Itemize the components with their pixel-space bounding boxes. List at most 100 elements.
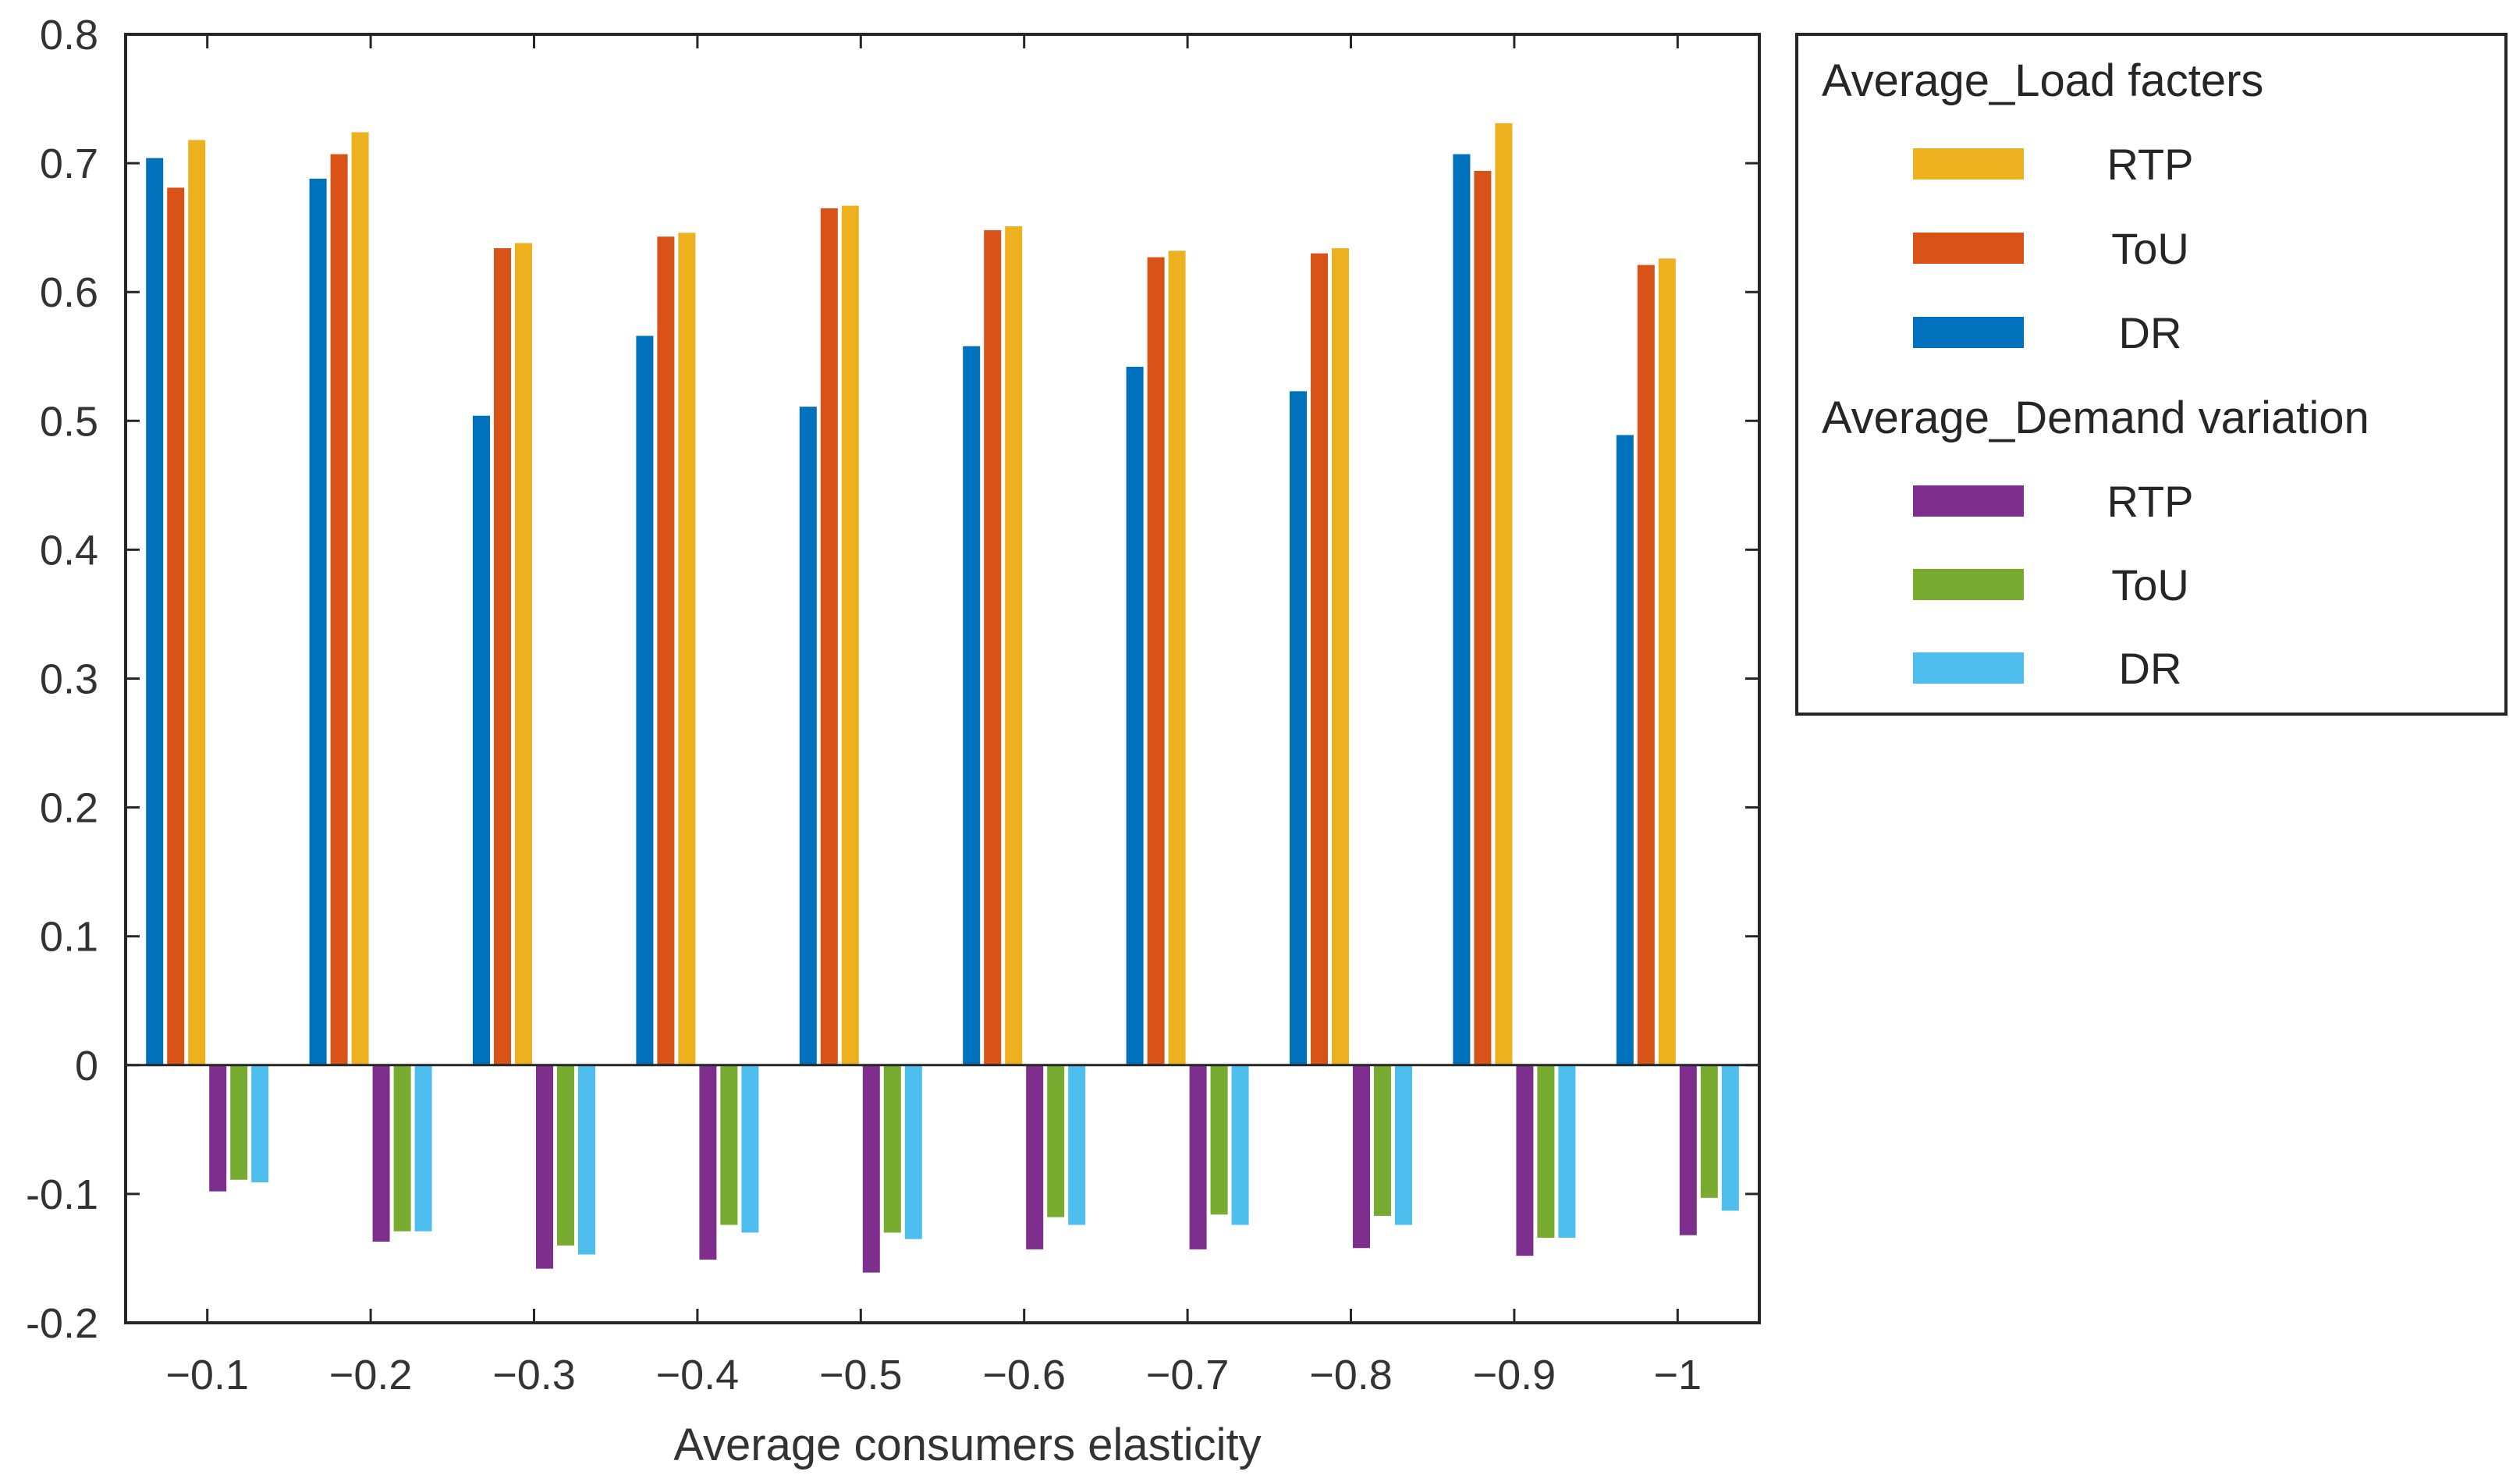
bar-demand-variation-dr-10 (1721, 1064, 1739, 1211)
bar-load-factor-tou-9 (1474, 171, 1492, 1065)
bar-demand-variation-tou-10 (1700, 1064, 1718, 1198)
bar-demand-variation-tou-6 (1047, 1064, 1065, 1217)
y-tick-label: 0.3 (40, 656, 98, 703)
bar-load-factor-dr-4 (636, 336, 654, 1065)
legend-label: RTP (2107, 477, 2194, 526)
y-tick-label: 0.2 (40, 785, 98, 832)
bar-load-factor-dr-10 (1616, 435, 1634, 1065)
bar-load-factor-tou-6 (984, 229, 1002, 1065)
bar-demand-variation-dr-6 (1068, 1064, 1086, 1225)
bar-demand-variation-dr-4 (741, 1064, 759, 1233)
y-tick-label: 0 (75, 1043, 98, 1089)
bar-demand-variation-tou-9 (1537, 1064, 1555, 1239)
y-tick-label: 0.7 (40, 140, 98, 187)
y-tick-label: 0.1 (40, 914, 98, 961)
bar-demand-variation-rtp-7 (1189, 1064, 1207, 1249)
legend-group-title: Average_Demand variation (1822, 393, 2369, 443)
bar-demand-variation-rtp-9 (1516, 1064, 1534, 1256)
bar-load-factor-rtp-8 (1332, 248, 1349, 1065)
bar-demand-variation-rtp-8 (1353, 1064, 1370, 1249)
legend-group-title: Average_Load facters (1822, 55, 2263, 106)
bar-demand-variation-rtp-5 (862, 1064, 880, 1273)
bar-demand-variation-tou-4 (720, 1064, 738, 1225)
bar-load-factor-rtp-9 (1495, 123, 1513, 1065)
bar-load-factor-tou-10 (1637, 265, 1655, 1065)
bar-load-factor-rtp-1 (188, 140, 206, 1065)
legend-swatch (1913, 317, 2024, 348)
bar-demand-variation-rtp-4 (699, 1064, 717, 1260)
legend: Average_Load facters RTP ToU DR Average_Dema… (1795, 33, 2508, 716)
bar-load-factor-dr-1 (146, 158, 164, 1065)
bar-load-factor-rtp-5 (841, 205, 859, 1065)
bar-load-factor-rtp-6 (1005, 226, 1023, 1065)
legend-swatch (1913, 148, 2024, 179)
bar-demand-variation-rtp-3 (536, 1064, 553, 1269)
bar-demand-variation-tou-7 (1210, 1064, 1228, 1215)
bar-load-factor-tou-4 (657, 236, 675, 1065)
y-tick-label: 0.5 (40, 398, 98, 445)
bar-demand-variation-dr-8 (1395, 1064, 1412, 1225)
legend-swatch (1913, 652, 2024, 684)
legend-label: DR (2119, 644, 2182, 693)
bar-demand-variation-dr-5 (904, 1064, 922, 1239)
bar-demand-variation-dr-7 (1231, 1064, 1249, 1225)
legend-label: ToU (2111, 224, 2189, 273)
legend-label: RTP (2107, 140, 2194, 189)
bar-load-factor-tou-5 (820, 208, 838, 1065)
legend-box (1795, 33, 2508, 716)
bar-load-factor-tou-3 (494, 248, 511, 1065)
y-axis: 0.8 0.7 0.6 0.5 0.4 0.3 0.2 0.1 0 -0.1 -0.2 (26, 12, 1759, 1347)
bar-load-factor-dr-2 (309, 178, 327, 1065)
x-tick-label: −0.3 (492, 1352, 576, 1398)
x-tick-label: −0.1 (165, 1352, 249, 1398)
y-tick-label: -0.1 (26, 1171, 98, 1218)
x-tick-label: −0.6 (982, 1352, 1066, 1398)
bar-load-factor-tou-2 (330, 154, 348, 1065)
bar-demand-variation-dr-1 (251, 1064, 269, 1183)
x-tick-label: −0.7 (1146, 1352, 1230, 1398)
bar-load-factor-tou-1 (167, 187, 185, 1065)
legend-swatch (1913, 569, 2024, 600)
x-tick-label: −0.2 (329, 1352, 413, 1398)
bar-load-factor-dr-3 (473, 415, 490, 1065)
bar-load-factor-dr-7 (1126, 366, 1144, 1065)
bar-load-factor-tou-7 (1147, 257, 1165, 1065)
x-tick-label: −0.4 (656, 1352, 740, 1398)
y-tick-label: -0.2 (26, 1300, 98, 1347)
bar-load-factor-dr-8 (1290, 391, 1307, 1065)
y-tick-label: 0.8 (40, 12, 98, 59)
y-tick-label: 0.6 (40, 269, 98, 316)
x-tick-label: −0.8 (1309, 1352, 1393, 1398)
legend-label: DR (2119, 308, 2182, 357)
x-axis: −0.1 −0.2 −0.3 −0.4 −0.5 −0.6 −0.7 −0.8 −0.9 −1 (165, 34, 1702, 1398)
bar-load-factor-rtp-3 (515, 243, 532, 1065)
bar-demand-variation-tou-3 (557, 1064, 574, 1246)
legend-label: ToU (2111, 560, 2189, 610)
bar-demand-variation-tou-2 (393, 1064, 411, 1231)
bar-load-factor-dr-9 (1453, 154, 1471, 1065)
x-tick-label: −0.5 (819, 1352, 903, 1398)
x-tick-label: −1 (1654, 1352, 1702, 1398)
legend-swatch (1913, 233, 2024, 264)
bar-load-factor-rtp-7 (1168, 251, 1186, 1065)
bar-demand-variation-dr-3 (578, 1064, 595, 1255)
bar-load-factor-rtp-10 (1658, 258, 1676, 1065)
plot-area-frame (124, 33, 1761, 1324)
y-tick-label: 0.4 (40, 527, 98, 574)
bar-demand-variation-dr-2 (414, 1064, 432, 1231)
x-axis-title: Average consumers elasticity (673, 1420, 1261, 1470)
x-tick-label: −0.9 (1473, 1352, 1556, 1398)
bar-load-factor-dr-6 (963, 346, 981, 1065)
bar-load-factor-rtp-4 (678, 233, 696, 1065)
bar-demand-variation-tou-8 (1374, 1064, 1391, 1216)
bar-demand-variation-rtp-2 (372, 1064, 390, 1242)
bar-demand-variation-tou-5 (883, 1064, 901, 1233)
bar-load-factor-rtp-2 (351, 132, 369, 1065)
legend-swatch (1913, 485, 2024, 517)
bar-load-factor-tou-8 (1311, 253, 1328, 1065)
bar-load-factor-dr-5 (799, 407, 817, 1065)
bar-demand-variation-rtp-10 (1679, 1064, 1697, 1235)
bar-demand-variation-rtp-6 (1026, 1064, 1044, 1249)
bar-demand-variation-dr-9 (1558, 1064, 1576, 1239)
